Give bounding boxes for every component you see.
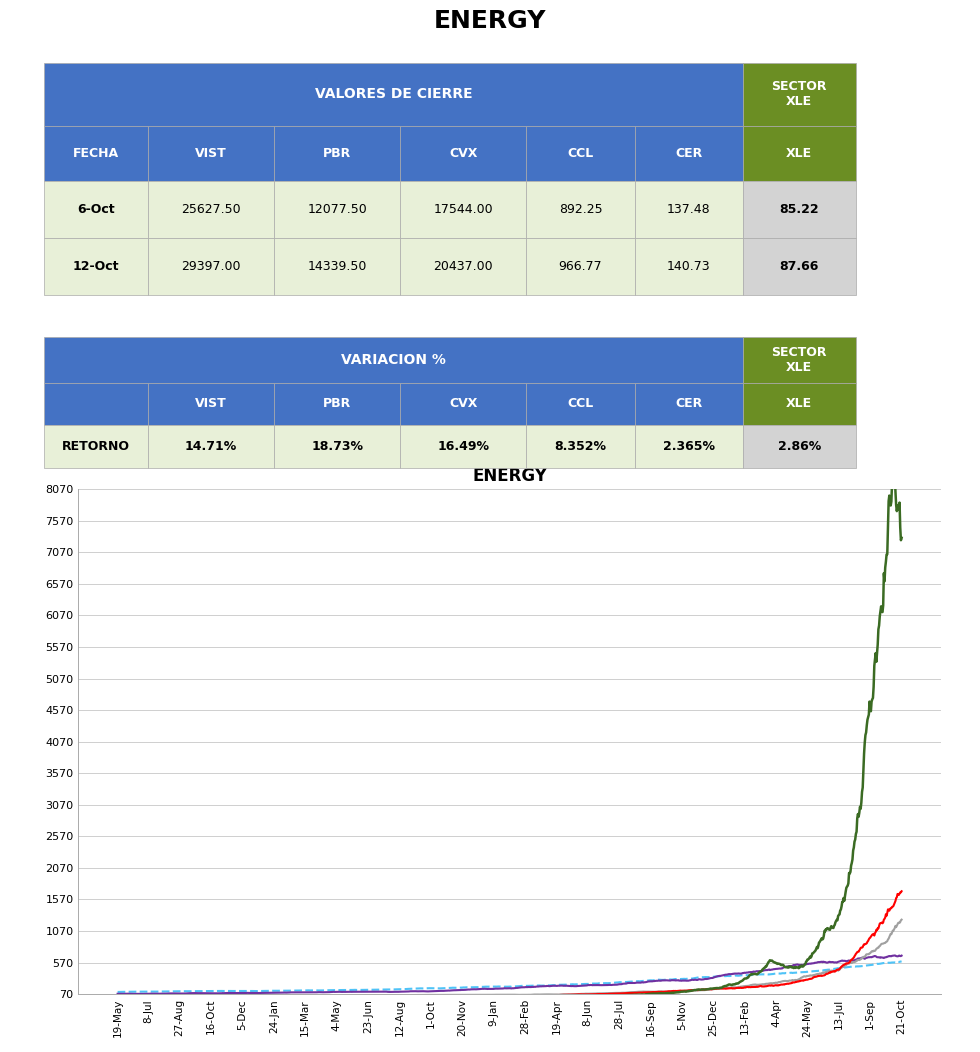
Text: CVX: CVX — [449, 398, 477, 410]
CVX — [860, 948, 872, 960]
Text: 16.49%: 16.49% — [437, 440, 489, 453]
PBR — [249, 990, 261, 1003]
CCL — [860, 951, 872, 964]
CER — [112, 986, 123, 998]
VIST — [448, 991, 460, 1004]
CCL — [127, 988, 139, 1000]
CER — [896, 955, 907, 968]
CCL — [249, 987, 261, 999]
CVX — [156, 989, 168, 1002]
VIST — [896, 531, 907, 544]
Text: 29397.00: 29397.00 — [181, 260, 241, 272]
Line: PBR: PBR — [118, 891, 902, 996]
VIST — [135, 991, 147, 1004]
Text: 20437.00: 20437.00 — [433, 260, 493, 272]
Text: ENERGY: ENERGY — [434, 9, 546, 33]
Text: 18.73%: 18.73% — [311, 440, 364, 453]
Text: FECHA: FECHA — [73, 147, 119, 160]
Text: CER: CER — [675, 398, 703, 410]
Text: 2.365%: 2.365% — [662, 440, 714, 453]
Text: CCL: CCL — [567, 147, 594, 160]
VIST — [312, 991, 323, 1004]
Line: CVX: CVX — [118, 919, 902, 995]
Text: 14339.50: 14339.50 — [308, 260, 367, 272]
VIST — [112, 991, 123, 1004]
Text: VIST: VIST — [195, 147, 226, 160]
Text: PBR: PBR — [323, 147, 351, 160]
Text: XLE: XLE — [786, 398, 812, 410]
Text: VALORES DE CIERRE: VALORES DE CIERRE — [315, 87, 472, 101]
Text: 2.86%: 2.86% — [777, 440, 821, 453]
Text: VARIACION %: VARIACION % — [341, 352, 446, 367]
Text: 892.25: 892.25 — [559, 203, 603, 216]
Line: VIST: VIST — [118, 465, 902, 997]
Text: 87.66: 87.66 — [779, 260, 819, 272]
Line: CCL: CCL — [118, 955, 902, 994]
PBR — [135, 990, 147, 1003]
CER — [448, 982, 460, 994]
CVX — [249, 989, 261, 1002]
VIST — [305, 991, 317, 1004]
Line: CER: CER — [118, 962, 902, 992]
VIST — [699, 984, 710, 996]
Text: RETORNO: RETORNO — [62, 440, 130, 453]
CCL — [896, 949, 907, 962]
Text: 8.352%: 8.352% — [555, 440, 607, 453]
Text: SECTOR
XLE: SECTOR XLE — [771, 346, 827, 373]
CCL — [448, 984, 460, 996]
PBR — [448, 989, 460, 1002]
Title: ENERGY: ENERGY — [472, 467, 547, 485]
Text: 140.73: 140.73 — [667, 260, 710, 272]
CER — [860, 959, 872, 972]
Text: 85.22: 85.22 — [779, 203, 819, 216]
CVX — [135, 989, 147, 1002]
Text: 12-Oct: 12-Oct — [73, 260, 120, 272]
Text: PBR: PBR — [323, 398, 351, 410]
Text: 966.77: 966.77 — [559, 260, 603, 272]
CVX — [896, 913, 907, 926]
Text: SECTOR
XLE: SECTOR XLE — [771, 80, 827, 108]
Text: 25627.50: 25627.50 — [181, 203, 241, 216]
Text: 17544.00: 17544.00 — [433, 203, 493, 216]
Text: VIST: VIST — [195, 398, 226, 410]
PBR — [860, 937, 872, 950]
Text: 137.48: 137.48 — [667, 203, 710, 216]
PBR — [176, 990, 188, 1003]
CVX — [112, 989, 123, 1002]
CVX — [306, 989, 318, 1002]
Text: XLE: XLE — [786, 147, 812, 160]
CCL — [306, 986, 318, 998]
CCL — [888, 949, 900, 962]
VIST — [860, 726, 872, 739]
Text: CCL: CCL — [567, 398, 594, 410]
CCL — [135, 988, 147, 1000]
PBR — [699, 983, 710, 995]
CER — [135, 986, 147, 998]
CCL — [112, 988, 123, 1000]
CER — [249, 985, 261, 997]
Text: 12077.50: 12077.50 — [308, 203, 367, 216]
CER — [306, 984, 318, 996]
CVX — [448, 989, 460, 1002]
CER — [699, 971, 710, 984]
CVX — [699, 984, 710, 996]
VIST — [248, 991, 260, 1004]
CER — [113, 986, 124, 998]
Text: 14.71%: 14.71% — [185, 440, 237, 453]
PBR — [112, 990, 123, 1003]
Text: 6-Oct: 6-Oct — [77, 203, 115, 216]
Text: CER: CER — [675, 147, 703, 160]
PBR — [896, 885, 907, 897]
Text: CVX: CVX — [449, 147, 477, 160]
PBR — [306, 990, 318, 1003]
VIST — [888, 459, 900, 471]
CCL — [699, 973, 710, 986]
